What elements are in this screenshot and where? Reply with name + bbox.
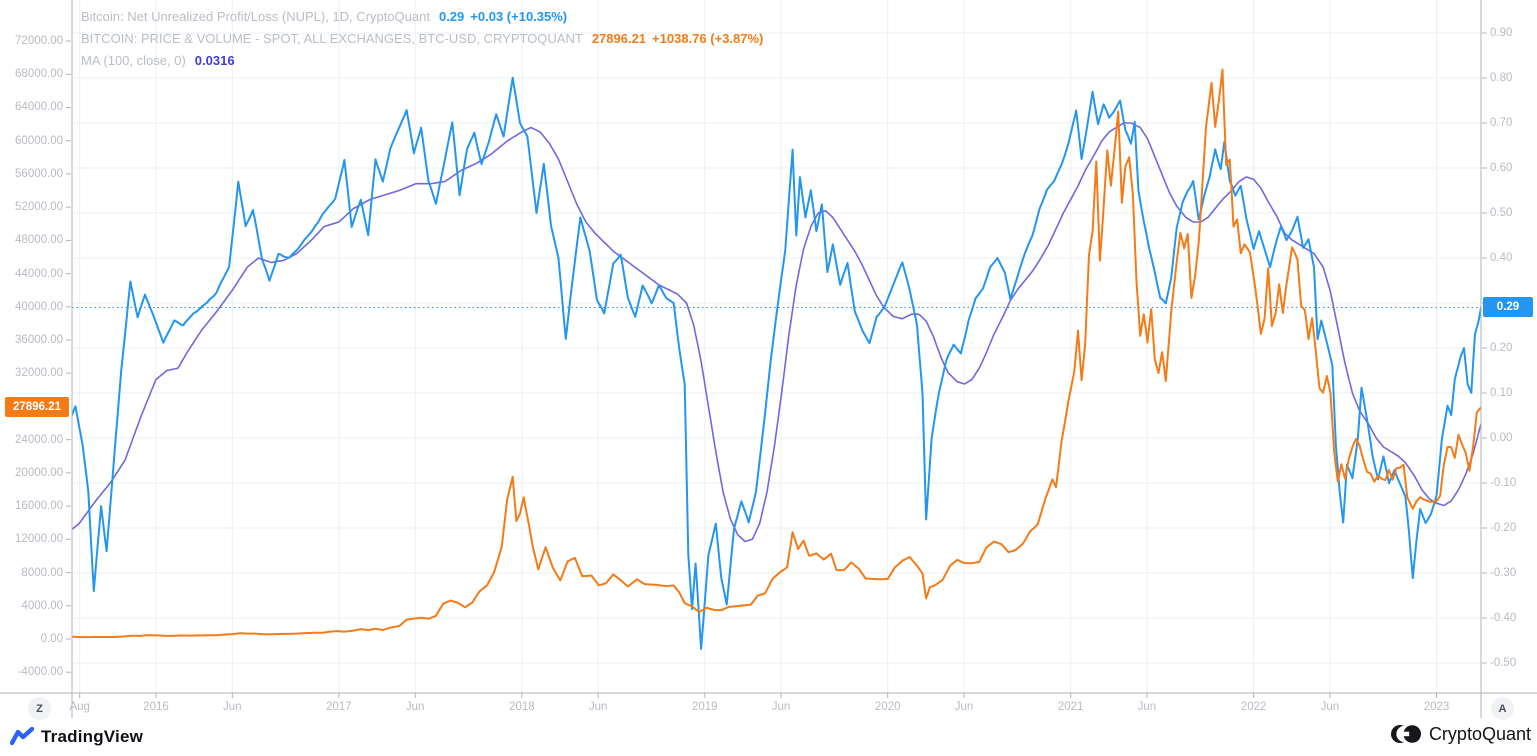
- cryptoquant-logo-icon: [1390, 722, 1421, 746]
- legend-row-ma[interactable]: MA (100, close, 0) 0.0316: [81, 50, 763, 72]
- left-axis-tick-label: 4000.00: [21, 599, 63, 612]
- legend-title-price: BITCOIN: PRICE & VOLUME - SPOT, ALL EXCH…: [81, 31, 583, 46]
- right-axis-tick-label: 0.70: [1490, 116, 1513, 129]
- left-axis-tick-label: 20000.00: [15, 466, 63, 479]
- legend: Bitcoin: Net Unrealized Profit/Loss (NUP…: [81, 6, 763, 72]
- cryptoquant-logo-text: CryptoQuant: [1428, 723, 1531, 744]
- time-axis-label: 2017: [326, 701, 352, 713]
- left-axis-tick-label: 48000.00: [15, 234, 63, 247]
- legend-value-price: 27896.21: [591, 31, 647, 46]
- right-axis-tick-label: 0.60: [1490, 161, 1513, 174]
- legend-title-ma: MA (100, close, 0): [81, 53, 186, 68]
- right-axis-tick-label: 0.20: [1490, 341, 1513, 354]
- cryptoquant-logo-link[interactable]: CryptoQuant: [1390, 722, 1531, 746]
- time-axis-label: Jun: [588, 701, 608, 713]
- corner-button-a[interactable]: A: [1491, 697, 1514, 720]
- right-axis-tick-label: -0.20: [1490, 521, 1517, 534]
- left-axis-tick-label: 52000.00: [15, 201, 63, 214]
- legend-row-price[interactable]: BITCOIN: PRICE & VOLUME - SPOT, ALL EXCH…: [81, 28, 763, 50]
- legend-value-ma: 0.0316: [194, 53, 235, 68]
- time-axis-label: Jun: [222, 701, 242, 713]
- left-axis-tick-label: 64000.00: [15, 101, 63, 114]
- nupl-axis-badge: 0.29: [1483, 297, 1533, 318]
- legend-row-nupl[interactable]: Bitcoin: Net Unrealized Profit/Loss (NUP…: [81, 6, 763, 28]
- right-price-scale[interactable]: 0.900.800.700.600.500.400.300.200.100.00…: [1481, 0, 1537, 693]
- time-axis-label: 2022: [1240, 701, 1267, 713]
- time-axis-label: Jun: [1137, 701, 1157, 713]
- time-axis-label: 2020: [874, 701, 901, 713]
- corner-button-z[interactable]: Z: [28, 697, 51, 720]
- series-nupl: [72, 76, 1481, 650]
- right-axis-tick-label: 0.10: [1490, 386, 1513, 399]
- left-axis-tick-label: 16000.00: [15, 500, 63, 513]
- right-axis-tick-label: -0.10: [1490, 476, 1517, 489]
- tradingview-logo-icon: [10, 727, 34, 747]
- left-axis-tick-label: 72000.00: [15, 35, 63, 48]
- left-axis-tick-label: 56000.00: [15, 167, 63, 180]
- left-axis-tick-label: 0.00: [40, 633, 63, 645]
- series-btc-usd-price: [72, 68, 1481, 639]
- time-axis-label: Jun: [771, 701, 791, 713]
- time-scale[interactable]: Aug 2016 Jun 2017 Jun 2018 Jun 2019 Jun 2020 Jun 20…: [0, 694, 1537, 720]
- time-axis-label: 2018: [509, 701, 535, 713]
- left-axis-tick-label: 32000.00: [15, 367, 63, 380]
- time-axis-label: 2016: [143, 701, 169, 713]
- left-axis-tick-label: 36000.00: [15, 334, 63, 347]
- price-axis-badge: 27896.21: [5, 397, 69, 418]
- left-axis-tick-label: 44000.00: [15, 267, 63, 280]
- legend-title-nupl: Bitcoin: Net Unrealized Profit/Loss (NUP…: [81, 9, 430, 24]
- right-axis-tick-label: 0.90: [1490, 26, 1513, 39]
- left-axis-tick-label: 40000.00: [15, 300, 63, 313]
- left-axis-tick-label: 12000.00: [15, 533, 63, 546]
- right-axis-tick-label: -0.30: [1490, 566, 1517, 579]
- right-axis-tick-label: 0.40: [1490, 251, 1513, 264]
- left-axis-tick-label: 68000.00: [15, 68, 63, 81]
- series-nupl-ma-100-: [72, 122, 1481, 543]
- axis-borders: [0, 0, 1537, 718]
- left-axis-tick-label: 8000.00: [21, 566, 63, 579]
- time-axis-label: 2023: [1423, 701, 1450, 713]
- legend-change-price: +1038.76 (+3.87%): [652, 31, 764, 46]
- left-axis-tick-label: 24000.00: [15, 433, 63, 446]
- time-axis-label: Aug: [69, 701, 90, 713]
- right-axis-tick-label: -0.40: [1490, 611, 1517, 624]
- left-axis-tick-label: 60000.00: [15, 134, 63, 147]
- right-axis-tick-label: -0.50: [1490, 656, 1517, 669]
- tradingview-logo-text: TradingView: [41, 727, 144, 746]
- tradingview-logo-link[interactable]: TradingView: [10, 727, 143, 747]
- time-axis-label: Jun: [405, 701, 425, 713]
- time-axis-label: 2021: [1057, 701, 1084, 713]
- time-axis-label: Jun: [954, 701, 974, 713]
- left-price-scale[interactable]: 72000.00 68000.00 64000.00 60000.00 56000.00…: [0, 0, 72, 693]
- legend-change-nupl: +0.03 (+10.35%): [470, 9, 568, 24]
- left-axis-tick-label: -4000.00: [17, 666, 63, 679]
- legend-value-nupl: 0.29: [438, 9, 465, 24]
- right-axis-tick-label: 0.50: [1490, 206, 1513, 219]
- gridlines: [72, 0, 1481, 693]
- right-axis-tick-label: 0.80: [1490, 71, 1513, 84]
- right-axis-tick-label: 0.00: [1490, 431, 1513, 444]
- time-axis-label: Jun: [1320, 701, 1340, 713]
- time-axis-label: 2019: [691, 701, 718, 713]
